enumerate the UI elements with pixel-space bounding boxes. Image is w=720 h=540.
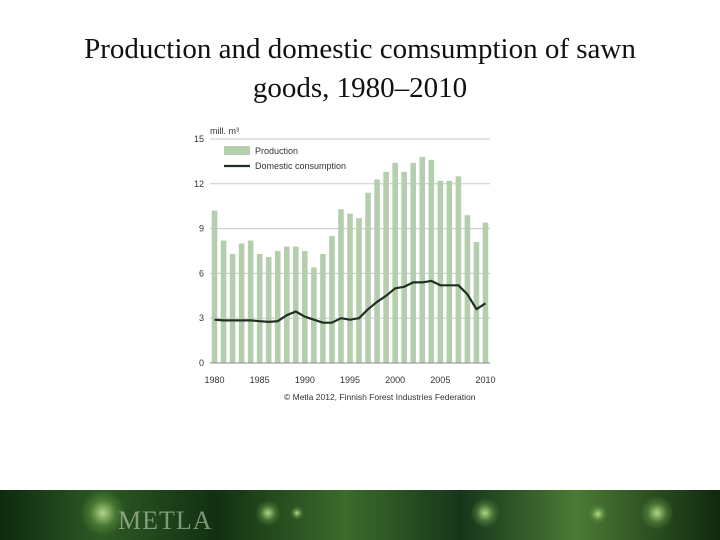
production-bar [283, 246, 290, 363]
x-tick-label: 2000 [385, 375, 405, 385]
production-bar [338, 209, 344, 363]
y-unit-label: mill. m³ [210, 126, 239, 136]
x-tick-label: 1995 [340, 375, 360, 385]
production-bar [473, 242, 480, 363]
production-bar [401, 171, 407, 363]
legend-label-production: Production [255, 146, 298, 156]
footer-glow-3 [290, 506, 304, 520]
y-tick-label: 12 [194, 179, 204, 189]
consumption-line [214, 279, 487, 324]
x-tick-label: 2005 [430, 375, 450, 385]
production-bar [365, 192, 371, 363]
slide-title: Production and domestic comsumption of s… [20, 30, 700, 108]
production-bar [274, 251, 281, 363]
chart-panel: mill. m³ 0 3 6 9 12 15 1980 1985 1990 1995 2000 2005… [186, 124, 500, 406]
y-tick-label: 9 [199, 224, 204, 234]
legend-swatch-production [224, 146, 250, 155]
production-bar [482, 222, 489, 363]
y-tick-label: 6 [199, 268, 204, 278]
production-bar [329, 236, 335, 363]
footer-logo: METLA [118, 506, 213, 535]
production-bar [446, 180, 453, 363]
production-bar [428, 159, 435, 363]
production-bar [419, 156, 426, 363]
production-bar [464, 215, 471, 363]
production-bar [320, 253, 326, 363]
y-tick-label: 3 [199, 313, 204, 323]
x-tick-label: 2010 [475, 375, 495, 385]
production-bar [238, 243, 245, 363]
legend-label-consumption: Domestic consumption [255, 161, 346, 171]
production-bar [347, 213, 353, 363]
footer-glow-1 [80, 490, 126, 536]
footer-banner [0, 490, 720, 540]
legend: Production Domestic consumption [224, 146, 346, 171]
production-bar [311, 267, 317, 363]
y-tick-label: 0 [199, 358, 204, 368]
production-bar [437, 180, 444, 363]
production-bar [256, 253, 263, 363]
production-bar [247, 240, 254, 363]
production-bar [455, 176, 462, 363]
production-bar [392, 162, 398, 363]
footer-glow-2 [255, 500, 281, 526]
chart-svg: mill. m³ 0 3 6 9 12 15 1980 1985 1990 1995 2000 2005… [194, 126, 496, 402]
x-tick-label: 1990 [295, 375, 315, 385]
production-bar [410, 162, 417, 363]
x-tick-label: 1985 [250, 375, 270, 385]
x-tick-label: 1980 [205, 375, 225, 385]
footer-glow-5 [588, 504, 608, 524]
production-bar [211, 210, 218, 363]
slide-title-line-1: Production and domestic comsumption of s… [84, 33, 636, 65]
source-note: © Metla 2012, Finnish Forest Industries … [284, 392, 476, 402]
slide-title-line-2: goods, 1980–2010 [252, 72, 468, 104]
production-bar [265, 256, 272, 363]
production-bar [220, 240, 227, 363]
production-bar [293, 246, 299, 363]
production-bar [302, 251, 308, 363]
production-bar [383, 171, 389, 363]
footer-glow-4 [470, 498, 500, 528]
footer-glow-6 [640, 496, 674, 530]
y-tick-label: 15 [194, 134, 204, 144]
production-bar [356, 218, 362, 363]
production-bar [229, 253, 236, 363]
production-bar [374, 179, 380, 363]
